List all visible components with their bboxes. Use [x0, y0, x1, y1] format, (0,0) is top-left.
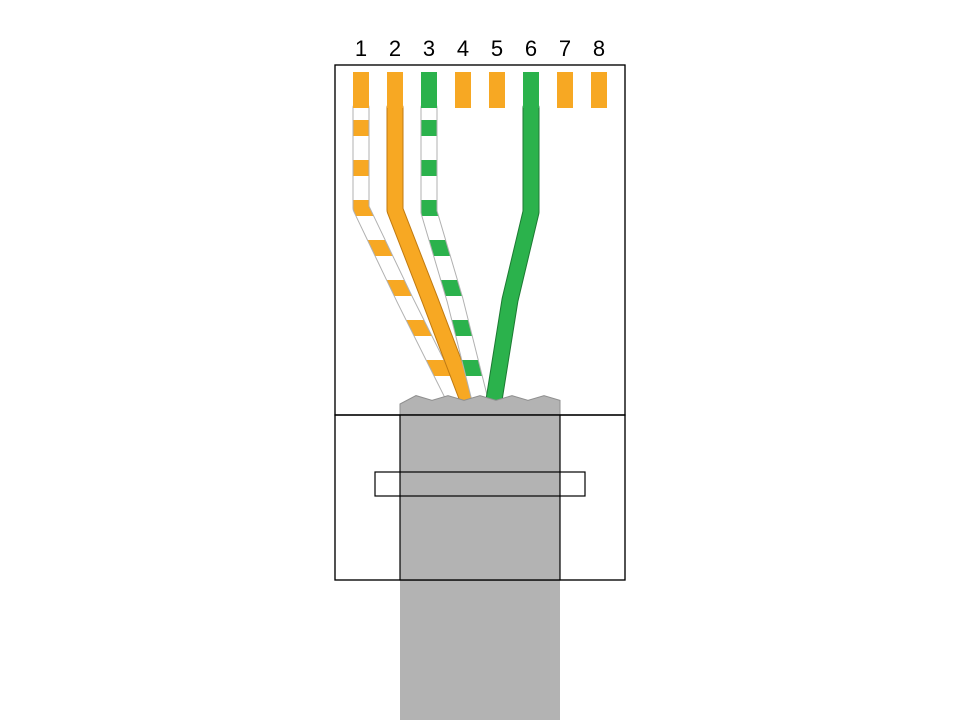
pin-label-6: 6	[525, 36, 537, 61]
pin-contact-1	[353, 72, 369, 108]
pin-contact-3	[421, 72, 437, 108]
pin-label-2: 2	[389, 36, 401, 61]
pin-label-3: 3	[423, 36, 435, 61]
pin-label-8: 8	[593, 36, 605, 61]
pin-label-1: 1	[355, 36, 367, 61]
rj45-diagram: 12345678	[0, 0, 960, 720]
pin-contact-2	[387, 72, 403, 108]
cable-torn-edge	[400, 396, 560, 415]
pin-contact-4	[455, 72, 471, 108]
pin-label-7: 7	[559, 36, 571, 61]
pin-contact-6	[523, 72, 539, 108]
pin-label-4: 4	[457, 36, 469, 61]
strain-relief-cable	[400, 415, 560, 580]
diagram-stage: 12345678	[0, 0, 960, 720]
pin-contact-8	[591, 72, 607, 108]
pin-label-5: 5	[491, 36, 503, 61]
pin-contact-5	[489, 72, 505, 108]
pin-contact-7	[557, 72, 573, 108]
